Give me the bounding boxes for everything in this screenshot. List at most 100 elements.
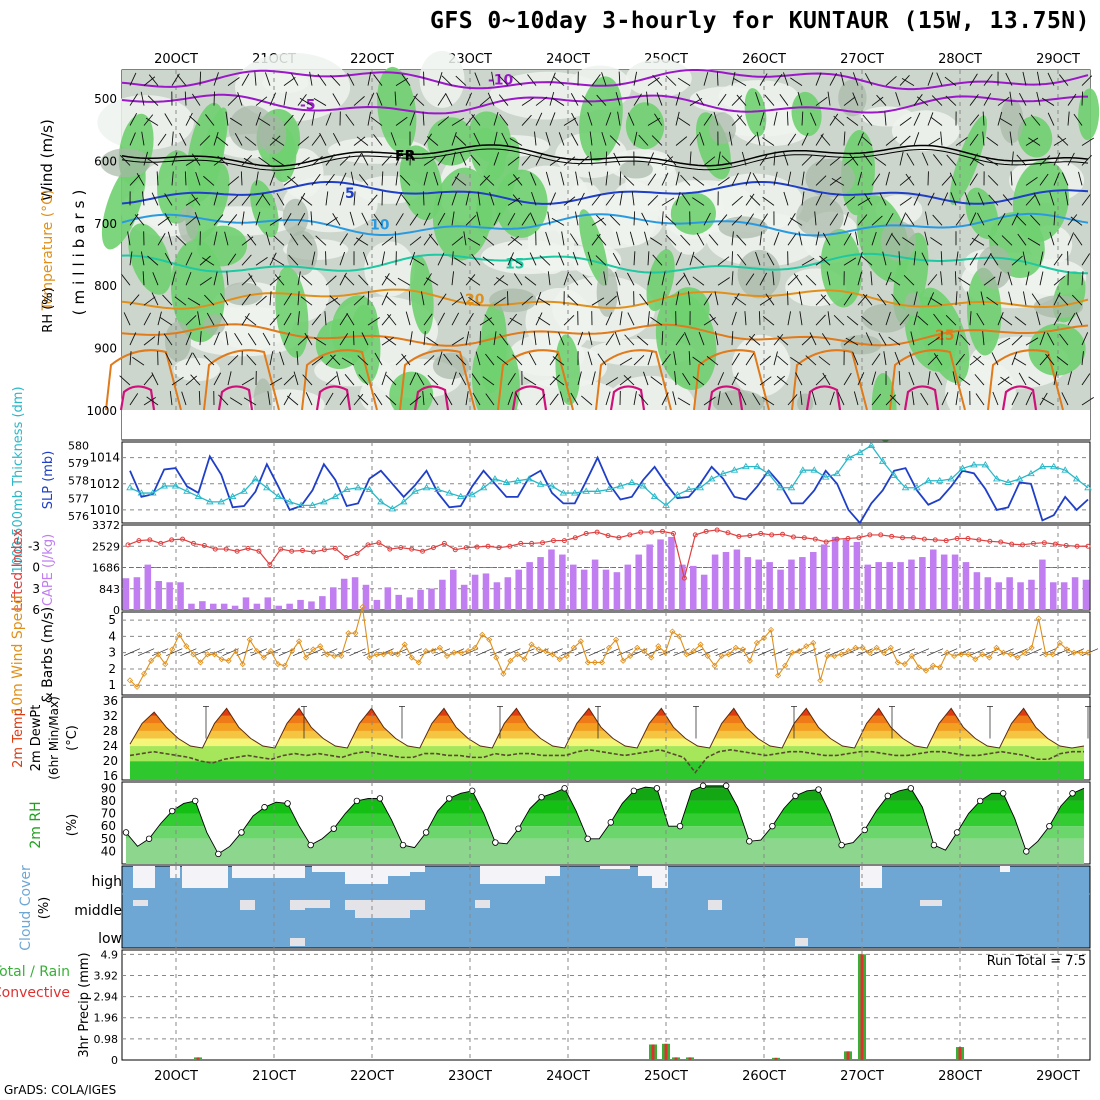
wind-barb (357, 355, 369, 366)
rh-dark-patch (999, 98, 1024, 144)
wind-barb (661, 271, 666, 286)
cloud-label-a: Cloud Cover (18, 865, 34, 951)
wind-barb (629, 231, 635, 246)
wind-barb (171, 271, 176, 286)
isotherm-10 (121, 212, 1089, 237)
wind-barb (857, 214, 868, 226)
wind-barb (143, 151, 148, 166)
wind-barb (731, 172, 739, 186)
wind-barb (453, 257, 467, 266)
wind-barb (633, 93, 642, 106)
wind-barb (1007, 271, 1013, 286)
wind-barb (819, 255, 831, 266)
wind-barb (1070, 216, 1083, 226)
wind-barb (716, 71, 719, 86)
wind-barb (885, 232, 893, 246)
wind10-point (148, 657, 155, 664)
wind-barb (864, 193, 873, 206)
wind10-point (887, 644, 894, 651)
wind10-barb (969, 648, 986, 657)
wind-barb (734, 376, 747, 386)
cloud-high-bar (652, 866, 668, 888)
cape-bar (799, 557, 806, 610)
wind-barb (843, 211, 849, 226)
rh-point (376, 795, 384, 802)
wind-barb (475, 351, 481, 366)
wind-barb (325, 354, 336, 366)
cape-bar (886, 562, 893, 610)
wind10-point (443, 652, 451, 660)
wind-barb (651, 135, 663, 146)
wind10-point (563, 652, 570, 660)
wind-barb (675, 274, 686, 286)
wind-barb (1036, 91, 1041, 106)
wind-barb (587, 251, 593, 266)
wind-barb (465, 215, 477, 226)
wind-barb (1015, 214, 1027, 226)
wind10-point (239, 661, 246, 668)
wind-barb (129, 251, 133, 266)
wind-barb (759, 376, 772, 386)
cloud-high-bar (1000, 866, 1010, 872)
bottom-date-27OCT: 27OCT (840, 1069, 884, 1084)
cape-bar (384, 587, 392, 610)
isotherm-label-FR: FR (395, 148, 416, 164)
wind-barb (143, 374, 154, 386)
thickness-point (297, 501, 305, 508)
wind-barb (297, 291, 300, 306)
wind-barb (501, 132, 509, 146)
wind10-barb (490, 648, 507, 657)
wind-barb (192, 352, 201, 366)
wind-barb (423, 355, 435, 366)
wind-barb (537, 297, 551, 306)
wind-barb (1027, 237, 1041, 246)
cape-bar (766, 562, 773, 610)
wind-barb (381, 292, 389, 306)
bottom-date-29OCT: 29OCT (1036, 1069, 1080, 1084)
wind-barb (507, 235, 519, 246)
wind-barb (325, 173, 335, 186)
wind-barb (752, 173, 761, 186)
cape-bar (417, 589, 424, 610)
wind-barb (353, 393, 364, 406)
wind-barb (1030, 114, 1041, 126)
wind-barb (311, 173, 321, 186)
wind-barb (479, 175, 491, 186)
wind-barb (1036, 311, 1041, 326)
wind-barb (549, 91, 555, 106)
wind10-point (915, 664, 923, 671)
cloud-mid-bar (410, 900, 425, 910)
temp-band (130, 761, 1084, 780)
wind-barb (485, 393, 495, 406)
li-point (627, 532, 633, 538)
wind-barb (283, 332, 291, 346)
thickness-point (559, 489, 568, 496)
wind-barb (433, 171, 439, 186)
cape-bar (515, 569, 522, 610)
wind-barb (332, 213, 341, 226)
wind10-point (852, 644, 859, 651)
wind-barb (737, 253, 747, 266)
li-point (409, 546, 415, 552)
wind-barb (203, 175, 215, 186)
wind-barb (940, 131, 943, 146)
wind-barb (225, 111, 229, 126)
wind-barb (846, 116, 859, 126)
rh-point (538, 793, 545, 801)
wind-barb (329, 295, 341, 306)
cape-bar (439, 579, 446, 610)
li-point (136, 538, 142, 544)
wind-barb (547, 331, 551, 346)
wind-barb (983, 276, 996, 286)
isotherm-25-bump (693, 349, 770, 411)
thickness-point (479, 483, 488, 491)
li-point (910, 535, 916, 541)
li-point (769, 532, 775, 538)
wind-barb (437, 116, 450, 126)
rh-dark-patch (712, 389, 765, 416)
wind-barb (1081, 271, 1084, 286)
wind-barb (713, 111, 719, 126)
cape-bar (777, 569, 784, 610)
wind-barb (637, 335, 649, 346)
